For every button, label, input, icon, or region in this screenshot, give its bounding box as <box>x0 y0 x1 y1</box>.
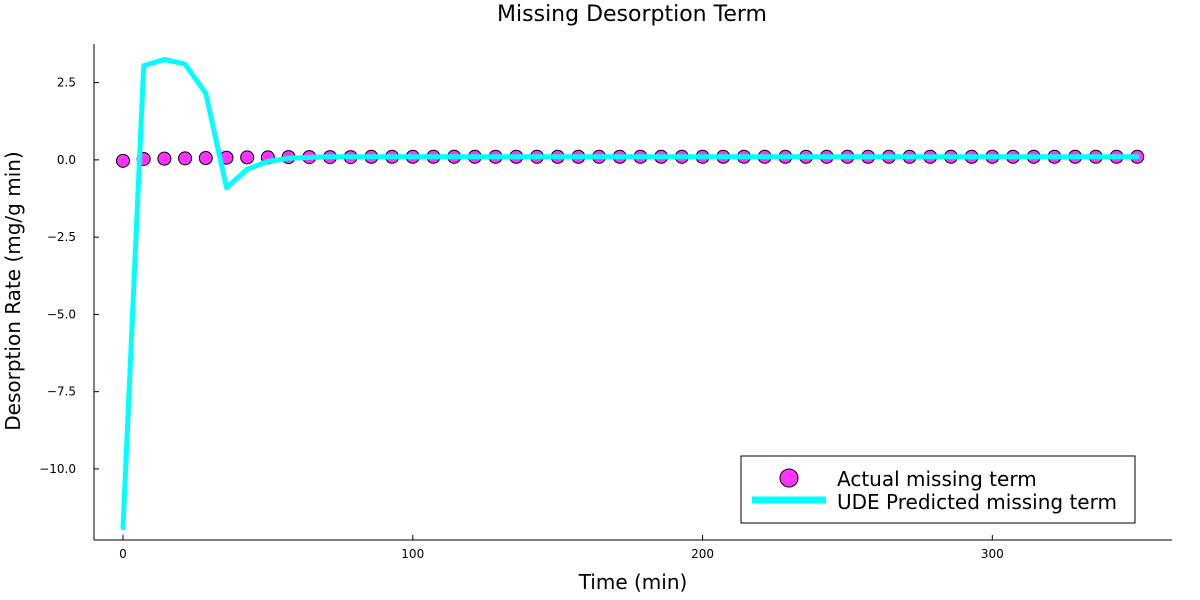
y-tick-label: 0.0 <box>57 153 76 167</box>
series-layer <box>115 57 1145 531</box>
chart-title: Missing Desorption Term <box>497 2 767 27</box>
y-tick-label: −7.5 <box>47 385 76 399</box>
legend-marker-actual <box>779 468 799 488</box>
x-tick-label: 200 <box>691 547 714 561</box>
y-tick-label: −5.0 <box>47 307 76 321</box>
x-axis-label: Time (min) <box>578 570 688 594</box>
actual-point <box>240 150 255 165</box>
y-tick-label: −2.5 <box>47 230 76 244</box>
actual-point <box>178 151 193 166</box>
actual-point <box>157 151 172 166</box>
y-tick-label: 2.5 <box>57 76 76 90</box>
y-axis-label: Desorption Rate (mg/g min) <box>1 151 25 430</box>
legend-box <box>740 455 1136 524</box>
legend-label-actual: Actual missing term <box>837 467 1037 491</box>
y-tick-label: −10.0 <box>39 462 76 476</box>
actual-point <box>115 153 130 168</box>
legend-label-ude: UDE Predicted missing term <box>837 490 1117 514</box>
ude-predicted-line <box>120 57 1140 531</box>
legend: Actual missing term UDE Predicted missin… <box>740 455 1136 524</box>
x-tick-label: 300 <box>981 547 1004 561</box>
tick-marks: 0 100 200 300 2.5 0.0 −2.5 −5.0 −7.5 −10.0 <box>39 76 1004 561</box>
x-tick-label: 100 <box>401 547 424 561</box>
x-tick-label: 0 <box>119 547 127 561</box>
actual-point <box>198 151 213 166</box>
